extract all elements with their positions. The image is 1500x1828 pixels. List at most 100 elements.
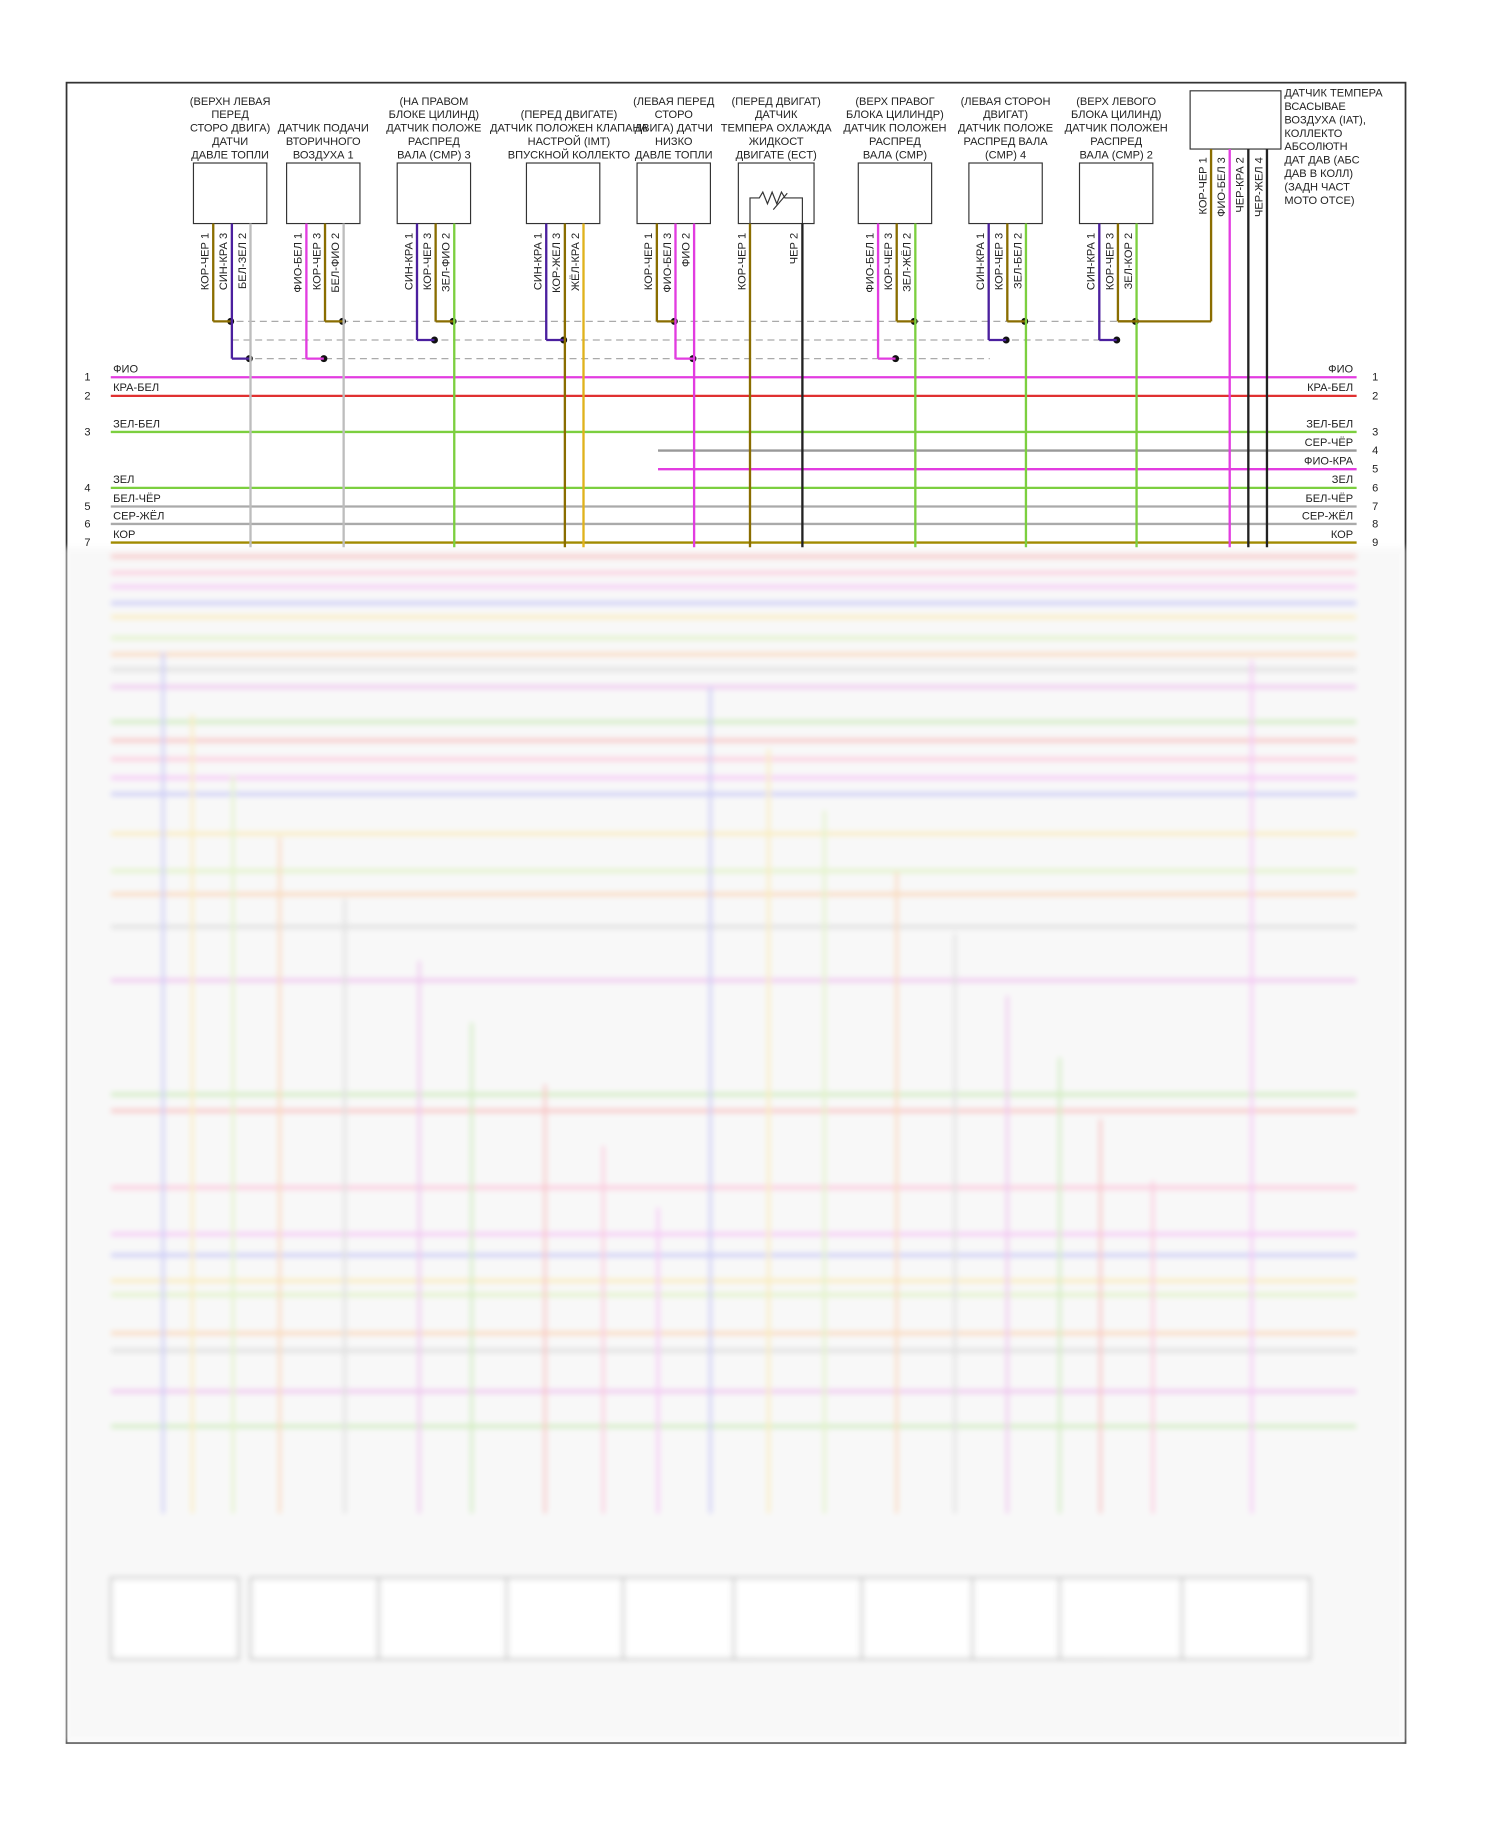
pin-number: 2 <box>1235 157 1247 163</box>
sensor-label: ДАТ ДАВ (АБС <box>1284 155 1359 167</box>
pin-number: 1 <box>736 233 748 239</box>
splice-dot <box>1113 336 1121 344</box>
wire-code: ФИО <box>680 242 692 267</box>
sensor-label: (ЗАДН ЧАСТ <box>1284 181 1350 193</box>
bus-number: 6 <box>1372 482 1378 494</box>
pin-number: 3 <box>994 233 1006 239</box>
sensor-label: БЛОКА ЦИЛИНД) <box>1071 109 1161 121</box>
sensor-label: НИЗКО <box>655 136 693 148</box>
bus-number: 9 <box>1372 537 1378 549</box>
blurred-lower-area <box>64 547 1406 1744</box>
pin-label: ФИО 2 <box>680 233 692 267</box>
sensor-label: БЛОКА ЦИЛИНДР) <box>846 109 944 121</box>
blur-component <box>732 1576 863 1661</box>
blur-component <box>621 1576 753 1661</box>
sensor-label: (НА ПРАВОМ <box>399 96 468 108</box>
sensor-box <box>968 162 1043 225</box>
wire-code: КОР-ЧЕР <box>883 242 895 290</box>
blur-component <box>860 1576 992 1661</box>
wire-code: ЗЕЛ-БЕЛ <box>1012 242 1024 289</box>
pin-label: БЕЛ-ЗЕЛ 2 <box>237 233 249 289</box>
pin-label: ЗЕЛ-БЕЛ 2 <box>1012 233 1024 289</box>
wire-code: СИН-КРА <box>533 241 545 290</box>
bus-number: 8 <box>1372 518 1378 530</box>
pin-label: ЗЕЛ-ФИО 2 <box>441 233 453 292</box>
blur-component <box>249 1576 380 1661</box>
wire-code: ФИО-БЕЛ <box>864 242 876 292</box>
wire-code: ФИО-БЕЛ <box>1216 166 1228 216</box>
wire-code: СИН-КРА <box>403 241 415 290</box>
pin-number: 2 <box>330 233 342 239</box>
bus-label: СЕР-ЧЁР <box>1305 437 1353 449</box>
pin-number: 3 <box>218 233 230 239</box>
wire-code: КОР-ЧЕР <box>643 242 655 290</box>
pin-number: 3 <box>551 233 563 239</box>
sensor-label: ДАТЧИК <box>755 109 798 121</box>
pin-label: ЗЕЛ-ЖЁЛ 2 <box>902 233 914 292</box>
sensor-label: ВАЛА (CMP) 3 <box>397 149 470 161</box>
blur-component <box>1058 1576 1189 1661</box>
blur-component <box>377 1576 508 1661</box>
pin-label: КОР-ЧЕР 1 <box>643 233 655 290</box>
pin-label: СИН-КРА 3 <box>218 233 230 290</box>
pin-number: 1 <box>643 233 655 239</box>
pin-number: 2 <box>902 233 914 239</box>
bus-number: 5 <box>1372 464 1378 476</box>
pin-number: 2 <box>1012 233 1024 239</box>
pin-number: 1 <box>864 233 876 239</box>
bus-number: 6 <box>84 518 90 530</box>
bus-label: ЗЕЛ <box>1332 474 1353 486</box>
sensor-label: ПЕРЕД <box>211 109 249 121</box>
wire-code: БЕЛ-ФИО <box>330 242 342 293</box>
pin-label: КОР-ЖЕЛ 3 <box>551 233 563 293</box>
wire-code: ЗЕЛ-ЖЁЛ <box>902 242 914 292</box>
pin-number: 4 <box>1253 157 1265 163</box>
pin-label: КОР-ЧЕР 1 <box>200 233 212 290</box>
sensor-label: ВТОРИЧНОГО <box>286 136 361 148</box>
sensor-box <box>286 162 361 225</box>
wire-code: ФИО-БЕЛ <box>293 242 305 292</box>
sensor-label: РАСПРЕД <box>408 136 460 148</box>
sensor-box <box>1189 90 1282 150</box>
pin-number: 3 <box>422 233 434 239</box>
sensor-label: АБСОЛЮТН <box>1284 141 1347 153</box>
bus-number: 1 <box>1372 372 1378 384</box>
wire-code: КОР-ЧЕР <box>1197 166 1209 214</box>
pin-number: 2 <box>237 233 249 239</box>
sensor-box <box>857 162 933 225</box>
pin-label: ФИО-БЕЛ 1 <box>293 233 305 293</box>
sensor-label: ВОЗДУХА (IAT), <box>1284 114 1366 126</box>
bus-label: ФИО-КРА <box>1304 456 1354 468</box>
pin-number: 1 <box>975 233 987 239</box>
sensor-label: ВСАСЫВАЕ <box>1284 101 1345 113</box>
sensor-box <box>636 162 711 225</box>
pin-label: ЖЁЛ-КРА 2 <box>570 233 582 291</box>
sensor-label: ДАВ В КОЛЛ) <box>1284 168 1353 180</box>
wire-code: ЗЕЛ-КОР <box>1123 242 1135 289</box>
pin-label: КОР-ЧЕР 1 <box>736 233 748 290</box>
sensor-box <box>525 162 601 225</box>
bus-number: 3 <box>1372 426 1378 438</box>
wire-code: ЗЕЛ-ФИО <box>441 242 453 292</box>
pin-label: ЗЕЛ-КОР 2 <box>1123 233 1135 289</box>
bus-number: 4 <box>84 482 90 494</box>
pin-number: 2 <box>441 233 453 239</box>
splice-dot <box>320 355 328 363</box>
sensor-label: ДАТЧИ <box>212 136 248 148</box>
sensor-label: НАСТРОЙ (IMT) <box>528 135 611 148</box>
pin-label: ЧЕР 2 <box>789 233 801 264</box>
bus-number: 7 <box>84 537 90 549</box>
sensor-label: ДВИГАТ) <box>983 109 1028 121</box>
sensor-label: КОЛЛЕКТО <box>1284 128 1342 140</box>
pin-label: СИН-КРА 1 <box>403 233 415 290</box>
sensor-label: (ПЕРЕД ДВИГАТ) <box>732 96 821 108</box>
pin-number: 2 <box>789 233 801 239</box>
sensor-box <box>192 162 268 225</box>
wire-code: ЧЕР-ЖЕЛ <box>1253 166 1265 217</box>
bus-label: КРА-БЕЛ <box>1307 382 1353 394</box>
wire-code: СИН-КРА <box>218 241 230 290</box>
bus-label: КРА-БЕЛ <box>113 382 159 394</box>
sensor-label: ДВИГА) ДАТЧИ <box>635 123 713 135</box>
pin-label: ЧЕР-ЖЕЛ 4 <box>1253 157 1265 217</box>
sensor-label: ЖИДКОСТ <box>749 136 804 148</box>
